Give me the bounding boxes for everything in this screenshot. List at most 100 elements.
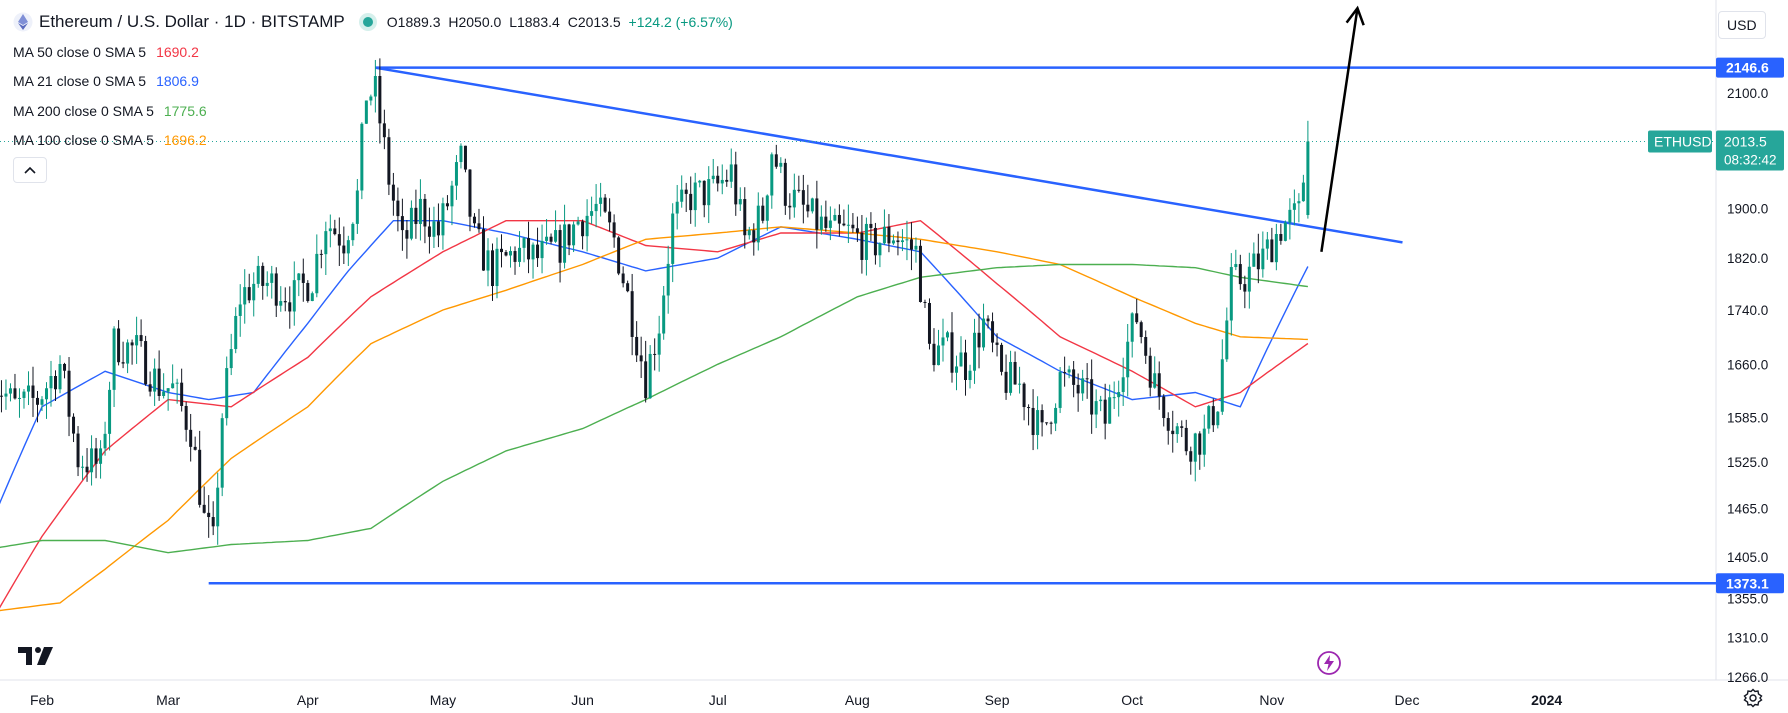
candle-body	[328, 228, 332, 232]
candle-body	[436, 221, 440, 236]
ma-50-legend[interactable]: MA 50 close 0 SMA 5 1690.2	[13, 37, 737, 67]
settings-icon[interactable]	[1743, 688, 1763, 708]
candle-body	[400, 216, 404, 231]
candle-body	[1171, 430, 1175, 435]
support-price-label-box	[1716, 573, 1784, 594]
ma-200-legend[interactable]: MA 200 close 0 SMA 5 1775.6	[13, 96, 737, 126]
candle-body	[409, 207, 413, 239]
candle-body	[211, 517, 215, 527]
candle-body	[459, 145, 463, 163]
price-axis	[0, 0, 1788, 681]
moving-averages	[0, 219, 1309, 612]
candle-body	[234, 315, 238, 350]
candle-body	[324, 231, 328, 255]
candle-body	[31, 385, 35, 398]
candle-body	[819, 216, 823, 230]
currency-button[interactable]: USD	[1718, 11, 1766, 39]
candle-body	[126, 342, 130, 364]
candle-body	[495, 248, 499, 287]
candle-body	[288, 302, 292, 312]
candle-body	[955, 366, 959, 373]
symbol-title[interactable]: Ethereum / U.S. Dollar · 1D · BITSTAMP	[39, 12, 345, 31]
candle-body	[581, 221, 585, 237]
candle-body	[477, 223, 481, 230]
flash-icon[interactable]	[1316, 650, 1342, 676]
candle-body	[887, 226, 891, 244]
candle-body	[468, 169, 472, 217]
high-value: H2050.0	[448, 14, 502, 30]
candle-body	[0, 395, 3, 397]
candle-body	[1283, 222, 1287, 241]
candle-body	[202, 504, 206, 513]
candle-body	[171, 383, 175, 389]
candle-body	[752, 230, 756, 243]
candle-body	[198, 449, 202, 505]
candle-body	[117, 328, 121, 363]
candle-body	[17, 397, 21, 399]
candle-body	[973, 332, 977, 371]
candle-body	[472, 216, 476, 224]
symbol-row[interactable]: Ethereum / U.S. Dollar · 1D · BITSTAMP O…	[13, 10, 737, 34]
candle-body	[1040, 410, 1044, 423]
y-tick-label: 1660.0	[1727, 357, 1768, 372]
collapse-legend-button[interactable]	[13, 157, 47, 183]
x-tick-label: Aug	[845, 692, 870, 708]
candle-body	[558, 230, 562, 263]
x-tick-label: Dec	[1395, 692, 1420, 708]
tradingview-logo[interactable]	[18, 645, 56, 667]
candle-body	[382, 123, 386, 138]
y-tick-label: 1310.0	[1727, 631, 1768, 646]
chevron-up-icon	[24, 166, 36, 174]
candle-body	[342, 245, 346, 254]
candle-body	[256, 265, 260, 284]
ma-100-legend[interactable]: MA 100 close 0 SMA 5 1696.2	[13, 126, 737, 156]
candle-body	[1067, 369, 1071, 373]
candle-body	[594, 203, 598, 212]
candle-body	[783, 162, 787, 206]
candle-body	[1054, 407, 1058, 424]
candle-body	[445, 203, 449, 207]
candle-body	[918, 245, 922, 302]
candle-body	[1022, 383, 1026, 408]
candle-body	[806, 204, 810, 212]
candle-body	[1153, 373, 1157, 388]
candle-body	[207, 512, 211, 518]
candle-body	[1018, 383, 1022, 385]
candle-body	[108, 389, 112, 434]
candle-body	[135, 335, 139, 346]
candles	[0, 58, 1310, 545]
candle-body	[486, 250, 490, 271]
candle-body	[1103, 399, 1107, 424]
candle-body	[702, 180, 706, 206]
candle-body	[333, 228, 337, 235]
candle-body	[959, 352, 963, 367]
candle-body	[301, 273, 305, 283]
x-tick-label: Oct	[1121, 692, 1143, 708]
candle-body	[590, 211, 594, 216]
close-value: C2013.5	[567, 14, 621, 30]
candle-body	[76, 433, 80, 468]
candle-body	[725, 179, 729, 182]
candle-body	[864, 223, 868, 260]
candle-body	[932, 343, 936, 366]
candle-body	[1045, 422, 1049, 424]
candle-body	[1090, 379, 1094, 415]
candle-body	[184, 405, 188, 430]
ma-21-legend[interactable]: MA 21 close 0 SMA 5 1806.9	[13, 67, 737, 97]
candle-body	[747, 230, 751, 236]
candle-body	[684, 189, 688, 194]
candle-body	[1265, 239, 1269, 249]
candle-body	[680, 189, 684, 202]
y-tick-label: 1820.0	[1727, 251, 1768, 266]
candle-body	[153, 368, 157, 392]
candle-body	[1274, 234, 1278, 263]
candle-body	[576, 221, 580, 225]
candle-body	[1099, 399, 1103, 402]
candle-body	[360, 123, 364, 191]
x-tick-label: Jun	[571, 692, 594, 708]
candle-body	[1247, 266, 1251, 292]
candle-body	[977, 332, 981, 348]
candle-body	[1292, 203, 1296, 210]
candle-body	[603, 197, 607, 212]
